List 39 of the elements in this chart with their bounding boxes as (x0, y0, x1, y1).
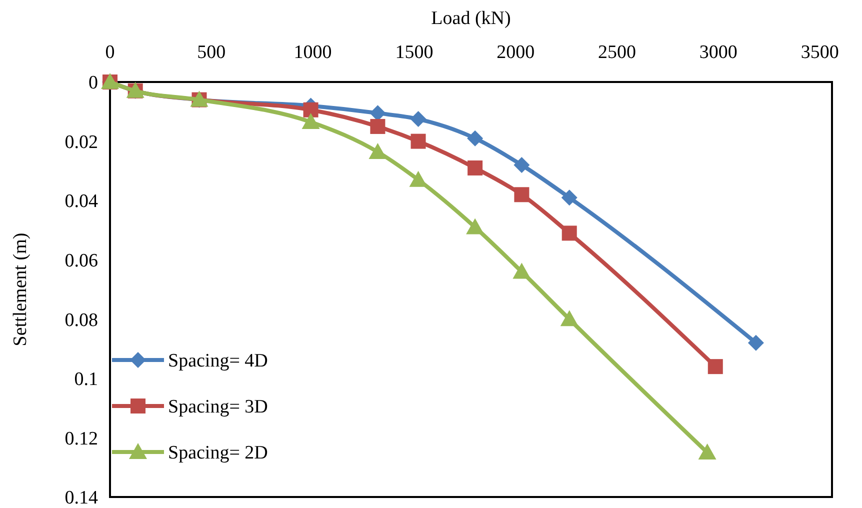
y-tick-label: 0.08 (64, 310, 98, 331)
y-tick-label: 0 (88, 72, 98, 94)
point (560, 310, 578, 326)
y-tick-label: 0.02 (64, 132, 98, 153)
point (562, 226, 577, 241)
y-tick-label: 0.06 (64, 250, 98, 272)
y-tick-label: 0.14 (64, 488, 98, 508)
legend-label: Spacing= 4D (168, 350, 268, 372)
y-axis-title: Settlement (m) (10, 232, 31, 346)
y-tick-label: 0.12 (64, 428, 98, 450)
point (514, 187, 530, 202)
point (302, 113, 320, 130)
x-tick-label: 2500 (598, 42, 636, 63)
point (467, 130, 484, 146)
x-axis-title: Load (kN) (431, 8, 511, 29)
point (514, 157, 530, 173)
y-tick-label: 0.1 (74, 369, 98, 390)
x-tick-label: 1500 (395, 42, 434, 63)
x-tick-label: 1000 (294, 42, 332, 63)
point (410, 111, 426, 128)
point (698, 444, 716, 460)
x-tick-label: 0 (105, 42, 115, 63)
x-tick-label: 3000 (699, 42, 738, 63)
x-tick-label: 2000 (496, 42, 535, 63)
point (303, 102, 318, 118)
x-tick-label: 500 (197, 42, 226, 63)
point (466, 218, 484, 234)
point (468, 160, 483, 176)
x-tick-label: 3500 (800, 42, 839, 63)
y-tick-label: 0.04 (64, 191, 98, 212)
point (561, 190, 578, 206)
legend-label: Spacing= 2D (168, 442, 268, 464)
point (370, 118, 386, 134)
point (708, 359, 723, 374)
point (748, 334, 764, 351)
point (368, 142, 387, 159)
legend-label: Spacing= 3D (168, 396, 268, 418)
point (410, 134, 426, 149)
point (512, 262, 531, 279)
